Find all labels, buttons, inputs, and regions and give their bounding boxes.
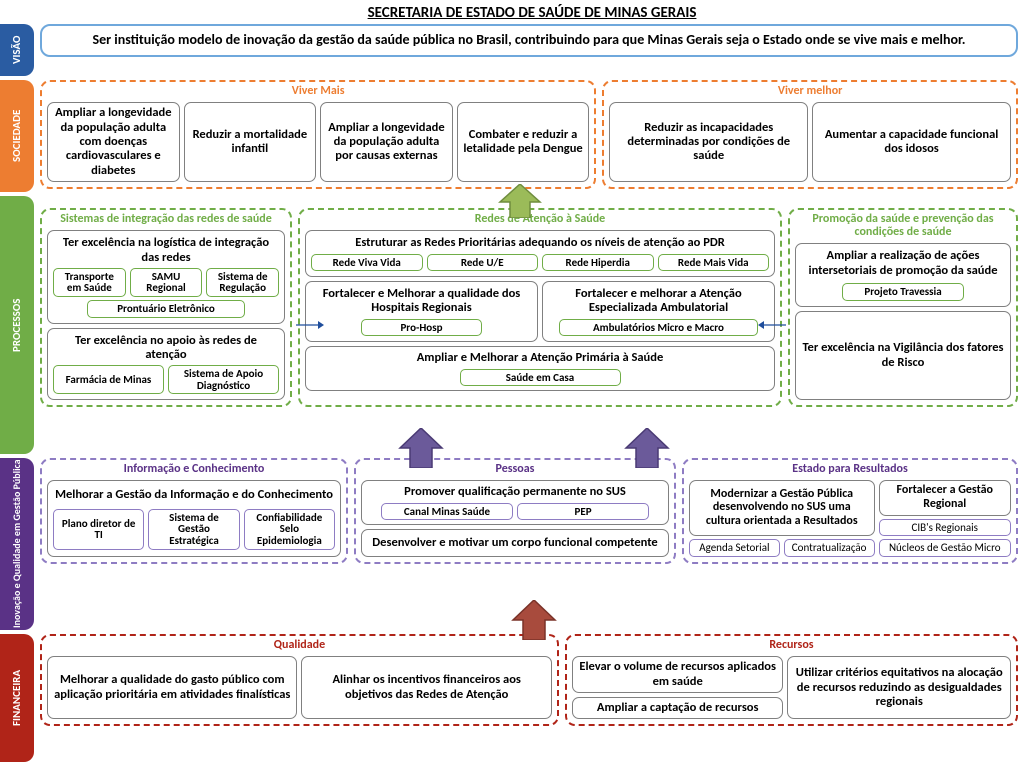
arrow-up-green [498,184,542,218]
group-informacao: Informação e Conhecimento Melhorar a Ges… [40,458,348,564]
group-redes-atencao: Redes de Atenção à Saúde Estruturar as R… [298,208,782,407]
objective-box: Alinhar os incentivos financeiros aos ob… [301,656,551,719]
objective-box: Reduzir a mortalidade infantil [184,102,317,182]
inovacao-row: Informação e Conhecimento Melhorar a Ges… [40,458,1018,564]
objective-box: Ter excelência na logística de integraçã… [47,230,285,323]
financeira-row: Qualidade Melhorar a qualidade do gasto … [40,634,1018,726]
group-title: Viver Mais [47,85,589,98]
project-mini: Sistema de Apoio Diagnóstico [168,365,279,394]
objective-box: Ampliar a longevidade da população adult… [320,102,453,182]
arrow-up-purple-left [398,428,444,468]
group-title: Qualidade [47,639,552,652]
objective-box: Desenvolver e motivar um corpo funcional… [361,529,669,557]
box-label: Ter excelência na logística de integraçã… [53,236,279,265]
project-mini: Saúde em Casa [460,369,621,387]
group-viver-mais: Viver Mais Ampliar a longevidade da popu… [40,80,596,189]
tab-inovacao: Inovação e Qualidade em Gestão Pública [0,458,34,630]
project-mini: Sistema de Regulação [206,268,279,297]
project-mini: Rede Mais Vida [658,254,770,272]
box-label: Ter excelência no apoio às redes de aten… [53,334,279,363]
project-mini: Contratualização [784,539,875,557]
box-label: Estruturar as Redes Prioritárias adequan… [355,236,725,250]
vision-box: Ser instituição modelo de inovação da ge… [40,24,1018,57]
group-sistemas-integracao: Sistemas de integração das redes de saúd… [40,208,292,407]
box-label: Ampliar e Melhorar a Atenção Primária à … [417,351,664,365]
objective-box: Ter excelência na Vigilância dos fatores… [795,311,1011,401]
thin-arrow-left [758,318,788,332]
tab-visao: VISÃO [0,24,34,76]
project-mini: Núcleos de Gestão Micro [879,539,1012,557]
objective-box: Estruturar as Redes Prioritárias adequan… [305,230,775,277]
project-mini: SAMU Regional [130,268,203,297]
objective-box: Fortalecer e melhorar a Atenção Especial… [542,281,775,342]
project-mini: Agenda Setorial [689,539,780,557]
objective-box: Elevar o volume de recursos aplicados em… [572,656,784,693]
objective-box: Aumentar a capacidade funcional dos idos… [812,102,1011,182]
objective-box: Ampliar a realização de ações intersetor… [795,243,1011,306]
project-mini: Transporte em Saúde [53,268,126,297]
objective-box: Melhorar a qualidade do gasto público co… [47,656,297,719]
group-estado-resultados: Estado para Resultados Modernizar a Gest… [682,458,1018,564]
group-qualidade: Qualidade Melhorar a qualidade do gasto … [40,634,559,726]
arrow-up-purple-right [624,428,670,468]
box-label: Fortalecer e Melhorar a qualidade dos Ho… [311,287,532,316]
objective-box: Modernizar a Gestão Pública desenvolvend… [689,480,875,536]
sociedade-row: Viver Mais Ampliar a longevidade da popu… [40,80,1018,189]
objective-box: Utilizar critérios equitativos na alocaç… [787,656,1011,719]
group-title: Estado para Resultados [689,463,1011,476]
project-mini: Confiabilidade Selo Epidemiologia [244,509,335,550]
objective-box: Melhorar a Gestão da Informação e do Con… [47,480,341,557]
group-title: Promoção da saúde e prevenção das condiç… [795,213,1011,239]
objective-box: Reduzir as incapacidades determinadas po… [609,102,808,182]
project-mini: Rede U/E [427,254,539,272]
processos-row: Sistemas de integração das redes de saúd… [40,208,1018,407]
objective-box: Fortalecer e Melhorar a qualidade dos Ho… [305,281,538,342]
box-label: Fortalecer e melhorar a Atenção Especial… [548,287,769,316]
project-mini: Farmácia de Minas [53,365,164,394]
box-label: Promover qualificação permanente no SUS [404,485,626,499]
objective-box: Fortalecer a Gestão Regional [879,480,1012,516]
vision-row: Ser instituição modelo de inovação da ge… [40,24,1018,57]
objective-box: Ter excelência no apoio às redes de aten… [47,328,285,401]
group-recursos: Recursos Elevar o volume de recursos apl… [565,634,1018,726]
group-title: Recursos [572,639,1011,652]
page-title: SECRETARIA DE ESTADO DE SAÚDE DE MINAS G… [40,0,1024,24]
objective-box: Ampliar a longevidade da população adult… [47,102,180,182]
project-mini: Projeto Travessia [842,283,964,301]
arrow-up-red [511,600,557,640]
group-title: Viver melhor [609,85,1011,98]
objective-box: Promover qualificação permanente no SUS … [361,480,669,525]
box-label: Melhorar a Gestão da Informação e do Con… [55,488,333,502]
box-label: Ampliar a realização de ações intersetor… [801,249,1005,278]
tab-financeira: FINANCEIRA [0,634,34,762]
group-pessoas: Pessoas Promover qualificação permanente… [354,458,676,564]
project-mini: Ambulatórios Micro e Macro [559,319,758,337]
project-mini: Rede Viva Vida [311,254,423,272]
project-mini: Sistema de Gestão Estratégica [148,509,239,550]
group-viver-melhor: Viver melhor Reduzir as incapacidades de… [602,80,1018,189]
tab-processos: PROCESSOS [0,196,34,454]
project-mini: PEP [517,503,649,521]
project-mini: Plano diretor de TI [53,509,144,550]
project-mini: Prontuário Eletrônico [87,300,245,318]
group-title: Informação e Conhecimento [47,463,341,476]
project-mini: Canal Minas Saúde [381,503,513,521]
group-title: Sistemas de integração das redes de saúd… [47,213,285,226]
project-mini: CIB's Regionais [879,519,1012,537]
objective-box: Combater e reduzir a letalidade pela Den… [457,102,590,182]
objective-box: Ampliar a captação de recursos [572,697,784,719]
tab-sociedade: SOCIEDADE [0,80,34,192]
thin-arrow-right [294,318,324,332]
project-mini: Rede Hiperdia [542,254,654,272]
objective-box: Ampliar e Melhorar a Atenção Primária à … [305,346,775,391]
project-mini: Pro-Hosp [361,319,483,337]
group-promocao-saude: Promoção da saúde e prevenção das condiç… [788,208,1018,407]
